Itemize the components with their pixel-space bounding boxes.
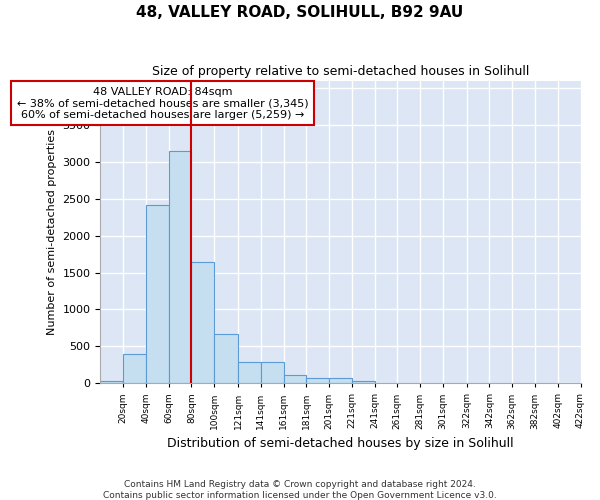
Text: Contains HM Land Registry data © Crown copyright and database right 2024.
Contai: Contains HM Land Registry data © Crown c… [103,480,497,500]
Bar [100,381,123,384]
Bar [329,378,352,384]
Text: 48, VALLEY ROAD, SOLIHULL, B92 9AU: 48, VALLEY ROAD, SOLIHULL, B92 9AU [136,5,464,20]
Bar [284,375,306,384]
Bar [238,362,261,384]
Bar [306,378,329,384]
Text: 48 VALLEY ROAD: 84sqm
← 38% of semi-detached houses are smaller (3,345)
60% of s: 48 VALLEY ROAD: 84sqm ← 38% of semi-deta… [17,86,308,120]
Bar [169,150,191,384]
Bar [191,262,214,384]
Bar [123,354,146,384]
Bar [352,381,374,384]
X-axis label: Distribution of semi-detached houses by size in Solihull: Distribution of semi-detached houses by … [167,437,514,450]
Bar [261,362,284,384]
Bar [146,204,169,384]
Y-axis label: Number of semi-detached properties: Number of semi-detached properties [47,129,57,335]
Bar [214,334,238,384]
Title: Size of property relative to semi-detached houses in Solihull: Size of property relative to semi-detach… [152,65,529,78]
